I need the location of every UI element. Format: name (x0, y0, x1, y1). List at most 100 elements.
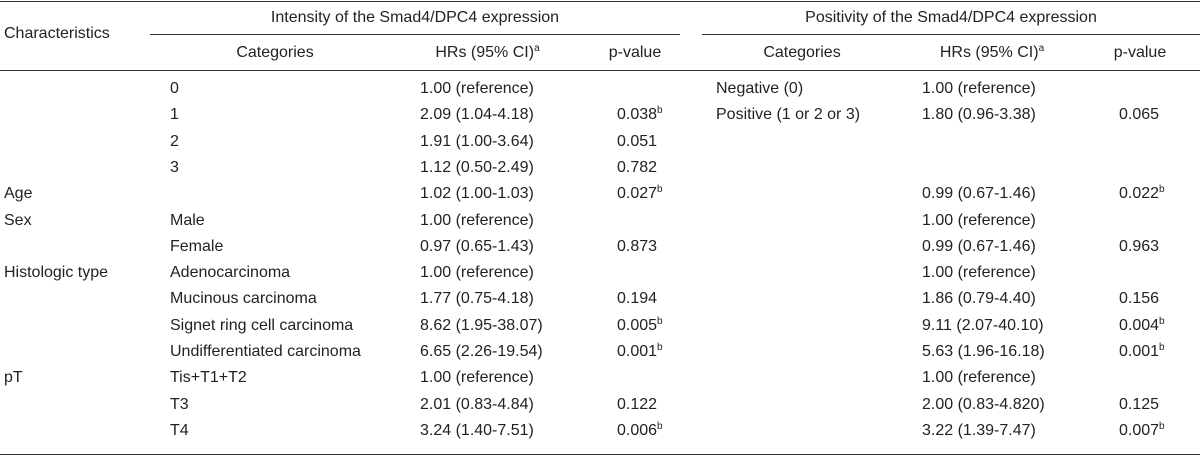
table-cell-hr-1: 8.62 (1.95-38.07) (420, 316, 543, 336)
table-cell-cat-1: Adenocarcinoma (170, 263, 290, 283)
cell-text: Tis+T1+T2 (170, 369, 247, 386)
table-cell-cat-1: Male (170, 211, 205, 231)
cell-text: 0.122 (617, 396, 658, 413)
table-cell-p-1: 0.005b (617, 316, 663, 336)
cell-text: 0.97 (0.65-1.43) (420, 238, 534, 255)
group2-pvalue-header: p-value (1113, 44, 1167, 61)
cell-text: 1.91 (1.00-3.64) (420, 133, 534, 150)
table-cell-p-1: 0.038b (617, 105, 663, 125)
table-cell-p-2: 0.065 (1119, 105, 1159, 125)
cell-text: 0.005 (617, 317, 658, 334)
cell-text: Age (4, 185, 33, 202)
table-cell-p-2: 0.022b (1119, 184, 1165, 204)
group2-hr-footnote-mark: a (1038, 43, 1045, 54)
group1-title: Intensity of the Smad4/DPC4 expression (270, 9, 560, 26)
table-cell-cat-1: Female (170, 237, 223, 257)
cell-text: 0.001 (617, 343, 658, 360)
table-cell-p-2: 0.004b (1119, 316, 1165, 336)
table-cell-hr-2: 1.00 (reference) (922, 368, 1036, 388)
cell-text: T3 (170, 396, 189, 413)
group1-hr-label: HRs (95% CI) (435, 44, 535, 61)
group1-categories-header: Categories (236, 44, 314, 61)
cell-text: 0.873 (617, 238, 658, 255)
footnote-mark: b (657, 342, 663, 353)
table-cell-hr-2: 1.00 (reference) (922, 79, 1036, 99)
cell-text: 1.77 (0.75-4.18) (420, 290, 534, 307)
table-cell-p-2: 0.156 (1119, 289, 1159, 309)
table-cell-hr-2: 3.22 (1.39-7.47) (922, 421, 1036, 441)
table-cell-cat-2: Positive (1 or 2 or 3) (716, 105, 860, 125)
table-cell-cat-1: Mucinous carcinoma (170, 289, 317, 309)
cell-text: Histologic type (4, 264, 109, 281)
cell-text: 1.02 (1.00-1.03) (420, 185, 534, 202)
table-cell-p-2: 0.125 (1119, 395, 1159, 415)
cell-text: 1.80 (0.96-3.38) (922, 106, 1036, 123)
cell-text: 0.038 (617, 106, 658, 123)
cell-text: 1.00 (reference) (922, 80, 1036, 97)
cell-text: 3 (170, 159, 179, 176)
table-cell-char: Histologic type (4, 263, 108, 283)
table-cell-hr-2: 2.00 (0.83-4.820) (922, 395, 1045, 415)
group2-hr-header: HRs (95% CI)a (902, 43, 1082, 63)
cell-text: 0.001 (1119, 343, 1160, 360)
cell-text: 0 (170, 80, 179, 97)
footnote-mark: b (657, 316, 663, 327)
cell-text: 0.963 (1119, 238, 1160, 255)
table-cell-hr-1: 1.00 (reference) (420, 211, 534, 231)
footnote-mark: b (1159, 316, 1165, 327)
table-cell-hr-2: 1.00 (reference) (922, 263, 1036, 283)
table-cell-hr-2: 5.63 (1.96-16.18) (922, 342, 1045, 362)
table-cell-p-1: 0.051 (617, 132, 657, 152)
cell-text: 0.007 (1119, 422, 1160, 439)
cell-text: 0.051 (617, 133, 658, 150)
cell-text: Female (170, 238, 224, 255)
cell-text: 1.00 (reference) (922, 264, 1036, 281)
table-cell-cat-1: Undifferentiated carcinoma (170, 342, 361, 362)
footnote-mark: b (1159, 184, 1165, 195)
table-cell-hr-1: 6.65 (2.26-19.54) (420, 342, 543, 362)
cell-text: T4 (170, 422, 189, 439)
table-top-rule (0, 1, 1200, 2)
cell-text: 5.63 (1.96-16.18) (922, 343, 1045, 360)
table-cell-cat-2: Negative (0) (716, 79, 803, 99)
table-cell-hr-1: 1.00 (reference) (420, 368, 534, 388)
table-cell-hr-1: 1.00 (reference) (420, 263, 534, 283)
group1-pvalue-header: p-value (608, 44, 662, 61)
group1-underline (150, 34, 680, 35)
table-cell-p-1: 0.873 (617, 237, 657, 257)
cell-text: 0.022 (1119, 185, 1160, 202)
table-cell-hr-1: 1.12 (0.50-2.49) (420, 158, 534, 178)
table-cell-p-1: 0.194 (617, 289, 657, 309)
table-cell-cat-1: Signet ring cell carcinoma (170, 316, 353, 336)
group1-hr-footnote-mark: a (534, 43, 540, 54)
group2-categories-header: Categories (763, 44, 841, 61)
cell-text: Positive (1 or 2 or 3) (716, 106, 861, 123)
table-cell-hr-1: 1.91 (1.00-3.64) (420, 132, 534, 152)
table-cell-cat-1: T3 (170, 395, 189, 415)
characteristics-header: Characteristics (4, 25, 110, 42)
cell-text: 2.09 (1.04-4.18) (420, 106, 534, 123)
table-cell-p-1: 0.782 (617, 158, 657, 178)
table-cell-hr-2: 0.99 (0.67-1.46) (922, 184, 1036, 204)
table-cell-hr-2: 0.99 (0.67-1.46) (922, 237, 1036, 257)
table-cell-hr-2: 9.11 (2.07-40.10) (922, 316, 1044, 336)
cell-text: 0.99 (0.67-1.46) (922, 238, 1036, 255)
table-cell-hr-1: 2.01 (0.83-4.84) (420, 395, 534, 415)
table-cell-hr-2: 1.80 (0.96-3.38) (922, 105, 1036, 125)
cell-text: Mucinous carcinoma (170, 290, 317, 307)
footnote-mark: b (1159, 421, 1165, 432)
cell-text: 2.01 (0.83-4.84) (420, 396, 534, 413)
table-cell-p-1: 0.001b (617, 342, 663, 362)
cell-text: 0.006 (617, 422, 658, 439)
cell-text: Male (170, 212, 205, 229)
table-cell-hr-1: 1.77 (0.75-4.18) (420, 289, 534, 309)
cell-text: 1.00 (reference) (922, 369, 1036, 386)
table-cell-cat-1: T4 (170, 421, 189, 441)
table-cell-char: pT (4, 368, 23, 388)
cell-text: 3.24 (1.40-7.51) (420, 422, 534, 439)
cell-text: 0.156 (1119, 290, 1160, 307)
cell-text: 3.22 (1.39-7.47) (922, 422, 1036, 439)
table-cell-p-1: 0.027b (617, 184, 663, 204)
group2-title: Positivity of the Smad4/DPC4 expression (805, 9, 1097, 26)
